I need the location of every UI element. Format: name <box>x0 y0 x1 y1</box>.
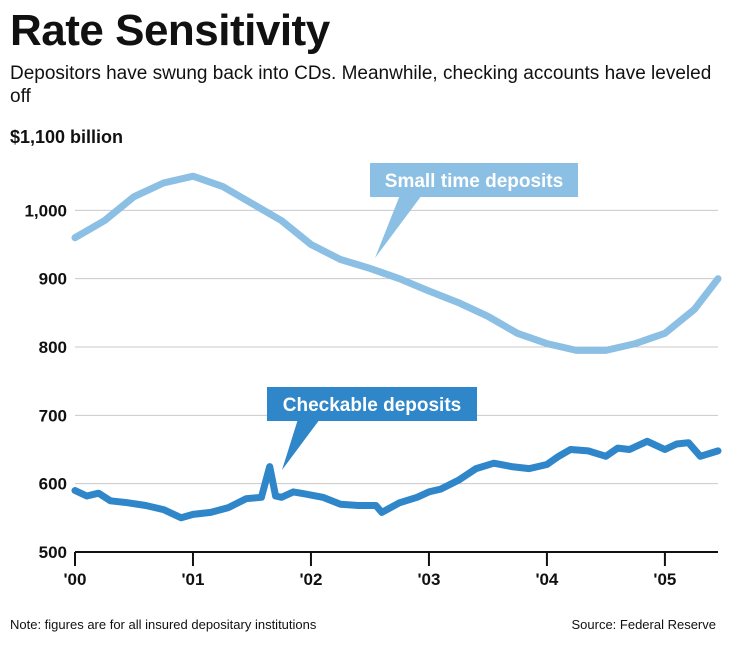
x-tick-label-2004: '04 <box>535 570 558 589</box>
callout-checkable-deposits-pointer <box>282 419 320 470</box>
x-axis: '00 '01 '02 '03 '04 '05 <box>64 551 718 589</box>
x-tick-label-2005: '05 <box>653 570 676 589</box>
x-tick-label-2002: '02 <box>299 570 322 589</box>
series-line-small-time-deposits <box>71 172 722 354</box>
callout-small-time-deposits-box <box>370 163 578 197</box>
y-tick-label-900: 900 <box>39 270 67 289</box>
x-tick-label-2003: '03 <box>417 570 440 589</box>
y-tick-label-700: 700 <box>39 406 67 425</box>
y-tick-label-600: 600 <box>39 475 67 494</box>
y-axis-unit-label: $1,100 billion <box>10 127 124 147</box>
x-tick-label-2001: '01 <box>182 570 205 589</box>
callout-checkable-deposits: Checkable deposits <box>267 387 477 470</box>
callouts: Small time deposits Checkable deposits <box>267 163 578 470</box>
callout-checkable-deposits-box <box>267 387 477 421</box>
callout-small-time-deposits-label: Small time deposits <box>385 171 563 192</box>
series-lines <box>71 172 722 522</box>
y-tick-label-500: 500 <box>39 543 67 562</box>
callout-checkable-deposits-label: Checkable deposits <box>283 395 461 416</box>
callout-small-time-deposits: Small time deposits <box>370 163 578 258</box>
x-tick-label-2000: '00 <box>64 570 87 589</box>
chart-title: Rate Sensitivity <box>10 6 330 55</box>
series-line-checkable-deposits <box>71 437 722 522</box>
source-credit: Source: Federal Reserve <box>571 617 716 632</box>
y-tick-label-1000: 1,000 <box>24 201 67 220</box>
callout-small-time-deposits-pointer <box>375 195 422 258</box>
y-axis-ticks: 500 600 700 800 900 1,000 <box>24 201 67 562</box>
footnote: Note: figures are for all insured deposi… <box>10 617 317 632</box>
chart-subtitle: Depositors have swung back into CDs. Mea… <box>10 63 712 107</box>
y-tick-label-800: 800 <box>39 338 67 357</box>
